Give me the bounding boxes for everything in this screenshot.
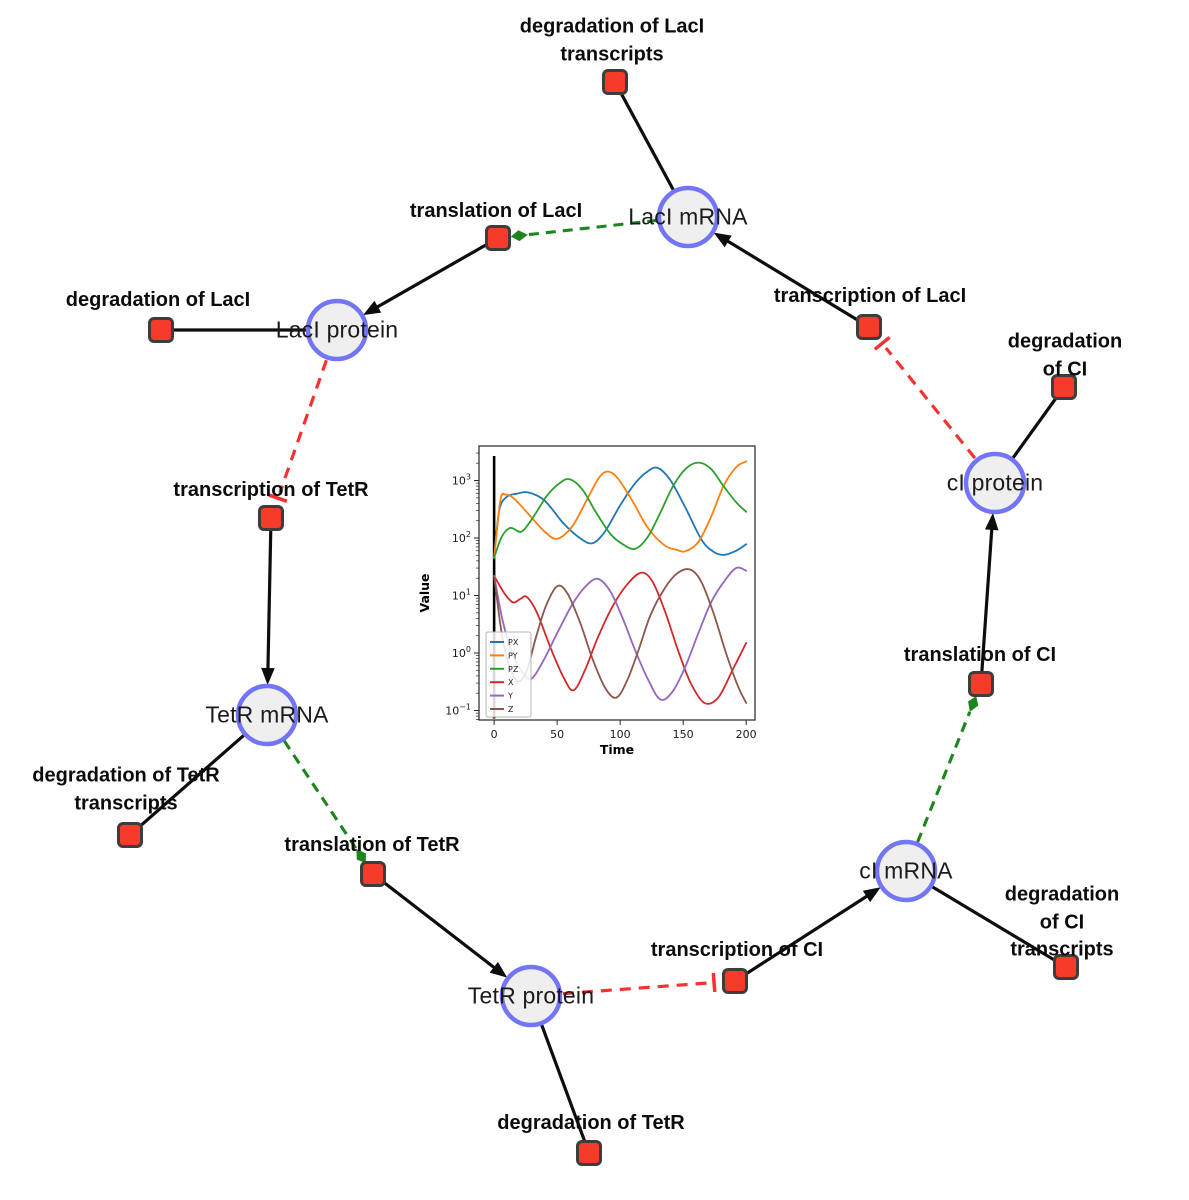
edge-tetr-protein-degradation-tetr [540, 1024, 586, 1142]
edge-ci-mrna-degradation-ci-transcripts [931, 885, 1056, 962]
edge-ci-mrna-translation-ci [916, 711, 972, 843]
edge-translation-tetr-tetr-protein [381, 880, 497, 970]
legend-entry-X: X [508, 678, 514, 687]
y-tick-label: 10−1 [445, 703, 471, 718]
production-arrowhead-icon [862, 887, 881, 903]
series-line-PX [493, 466, 748, 559]
x-tick-label: 100 [610, 728, 631, 741]
production-arrowhead-icon [984, 512, 999, 531]
edge-laci-mrna-translation-laci [527, 218, 658, 237]
species-node-tetr-protein[interactable] [499, 964, 563, 1028]
legend-entry-PX: PX [508, 638, 519, 647]
production-arrowhead-icon [489, 961, 508, 978]
legend-entry-PY: PY [508, 651, 518, 660]
legend-entry-Y: Y [507, 692, 513, 701]
series-line-PZ [493, 461, 748, 559]
time-series-chart: 0 50 100 150 20010−1100101102103TimeValuePXP… [417, 445, 757, 757]
edge-tetr-mrna-translation-tetr [282, 739, 358, 850]
series-line-X [493, 571, 748, 705]
reaction-node-degradation-tetr[interactable] [576, 1140, 602, 1166]
production-arrowhead-icon [713, 232, 732, 248]
reaction-node-degradation-laci-transcripts[interactable] [602, 69, 628, 95]
edge-laci-mrna-degradation-laci-transcripts [619, 92, 675, 191]
production-arrowhead-icon [261, 667, 275, 686]
reaction-node-degradation-tetr-transcripts[interactable] [117, 822, 143, 848]
chart-legend: PX PY PZ XYZ [485, 631, 532, 718]
edge-transcription-ci-ci-mrna [744, 893, 870, 976]
modifier-arrowhead-icon [510, 230, 528, 242]
species-node-laci-protein[interactable] [305, 298, 369, 362]
edge-ci-protein-transcription-laci [884, 346, 977, 460]
edge-translation-laci-laci-protein [375, 242, 489, 310]
modifier-arrowhead-icon [968, 696, 979, 712]
reaction-node-translation-ci[interactable] [968, 671, 994, 697]
chart-axes: 0 50 100 150 200 10−1 100 101 102 103 [445, 452, 757, 741]
edge-layer [138, 92, 1058, 1142]
y-tick-label: 101 [452, 588, 471, 603]
species-node-ci-mrna[interactable] [874, 839, 938, 903]
reaction-node-translation-laci[interactable] [485, 225, 511, 251]
species-node-ci-protein[interactable] [963, 451, 1027, 515]
reaction-node-degradation-laci[interactable] [148, 317, 174, 343]
reaction-node-degradation-ci-transcripts[interactable] [1053, 954, 1079, 980]
production-arrowhead-icon [363, 300, 382, 316]
x-tick-label: 0 [491, 728, 498, 741]
edge-translation-ci-ci-protein [980, 527, 994, 673]
y-tick-label: 103 [452, 473, 471, 488]
reaction-node-transcription-ci[interactable] [722, 968, 748, 994]
chart-x-axis-label: Time [600, 742, 634, 757]
edge-laci-protein-transcription-tetr [278, 359, 328, 494]
edge-tetr-protein-transcription-ci [562, 981, 709, 996]
inhibition-tee-icon [873, 336, 891, 351]
x-tick-label: 200 [736, 728, 757, 741]
x-tick-label: 150 [673, 728, 694, 741]
species-node-laci-mrna[interactable] [656, 185, 720, 249]
x-tick-label: 50 [550, 728, 564, 741]
y-tick-label: 100 [452, 645, 471, 660]
edge-transcription-laci-laci-mrna [725, 239, 860, 323]
reaction-node-transcription-laci[interactable] [856, 314, 882, 340]
series-line-PY [493, 460, 748, 559]
legend-entry-PZ: PZ [508, 665, 519, 674]
edge-tetr-mrna-degradation-tetr-transcripts [138, 734, 245, 828]
species-node-tetr-mrna[interactable] [235, 683, 299, 747]
inhibition-tee-icon [268, 493, 288, 503]
chart-y-axis-label: Value [417, 573, 432, 612]
node-layer [117, 69, 1079, 1166]
reaction-node-translation-tetr[interactable] [360, 861, 386, 887]
modifier-arrowhead-icon [356, 849, 366, 864]
reaction-node-degradation-ci[interactable] [1051, 374, 1077, 400]
inhibition-tee-icon [711, 972, 717, 993]
reaction-node-transcription-tetr[interactable] [258, 505, 284, 531]
edge-ci-protein-degradation-ci [1011, 396, 1058, 459]
legend-entry-Z: Z [508, 705, 514, 714]
edge-transcription-tetr-tetr-mrna [266, 529, 273, 671]
y-tick-label: 102 [452, 530, 471, 545]
